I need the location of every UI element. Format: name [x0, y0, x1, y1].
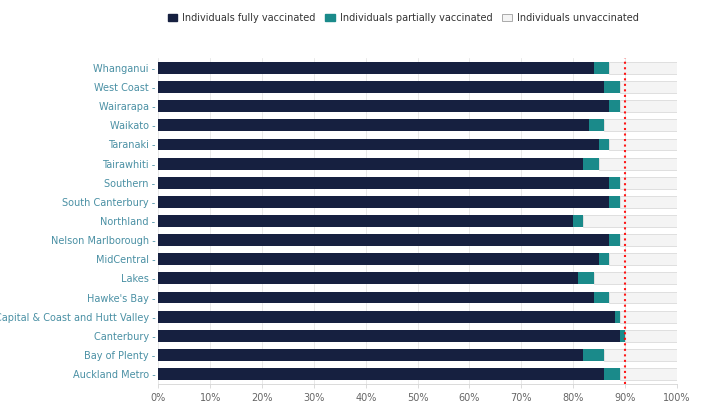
Bar	[158, 62, 594, 74]
Bar	[583, 215, 677, 227]
Bar	[158, 215, 573, 227]
Bar	[604, 349, 677, 361]
Bar	[158, 254, 599, 265]
Bar	[158, 119, 589, 131]
Bar	[158, 158, 583, 170]
Bar	[620, 311, 677, 323]
Bar	[609, 100, 620, 112]
Bar	[609, 62, 677, 74]
Bar	[620, 234, 677, 246]
Bar	[158, 234, 609, 246]
Bar	[604, 368, 620, 380]
Bar	[589, 119, 604, 131]
Bar	[620, 100, 677, 112]
Bar	[604, 119, 677, 131]
Bar	[158, 368, 604, 380]
Bar	[594, 62, 609, 74]
Bar	[158, 81, 604, 93]
Bar	[615, 311, 620, 323]
Bar	[620, 196, 677, 208]
Bar	[620, 368, 677, 380]
Legend: Individuals fully vaccinated, Individuals partially vaccinated, Individuals unva: Individuals fully vaccinated, Individual…	[163, 9, 643, 27]
Bar	[599, 254, 609, 265]
Bar	[594, 291, 609, 304]
Bar	[158, 100, 609, 112]
Bar	[609, 196, 620, 208]
Bar	[158, 291, 594, 304]
Bar	[620, 177, 677, 188]
Bar	[158, 311, 615, 323]
Bar	[609, 234, 620, 246]
Bar	[609, 254, 677, 265]
Bar	[620, 330, 625, 342]
Bar	[583, 349, 604, 361]
Bar	[158, 177, 609, 188]
Bar	[158, 272, 578, 284]
Bar	[578, 272, 594, 284]
Bar	[620, 81, 677, 93]
Bar	[573, 215, 583, 227]
Bar	[158, 138, 599, 151]
Bar	[158, 349, 583, 361]
Bar	[599, 158, 677, 170]
Bar	[604, 81, 620, 93]
Bar	[609, 177, 620, 188]
Bar	[158, 196, 609, 208]
Bar	[625, 330, 677, 342]
Bar	[158, 330, 620, 342]
Bar	[594, 272, 677, 284]
Bar	[609, 138, 677, 151]
Bar	[583, 158, 599, 170]
Bar	[599, 138, 609, 151]
Bar	[609, 291, 677, 304]
